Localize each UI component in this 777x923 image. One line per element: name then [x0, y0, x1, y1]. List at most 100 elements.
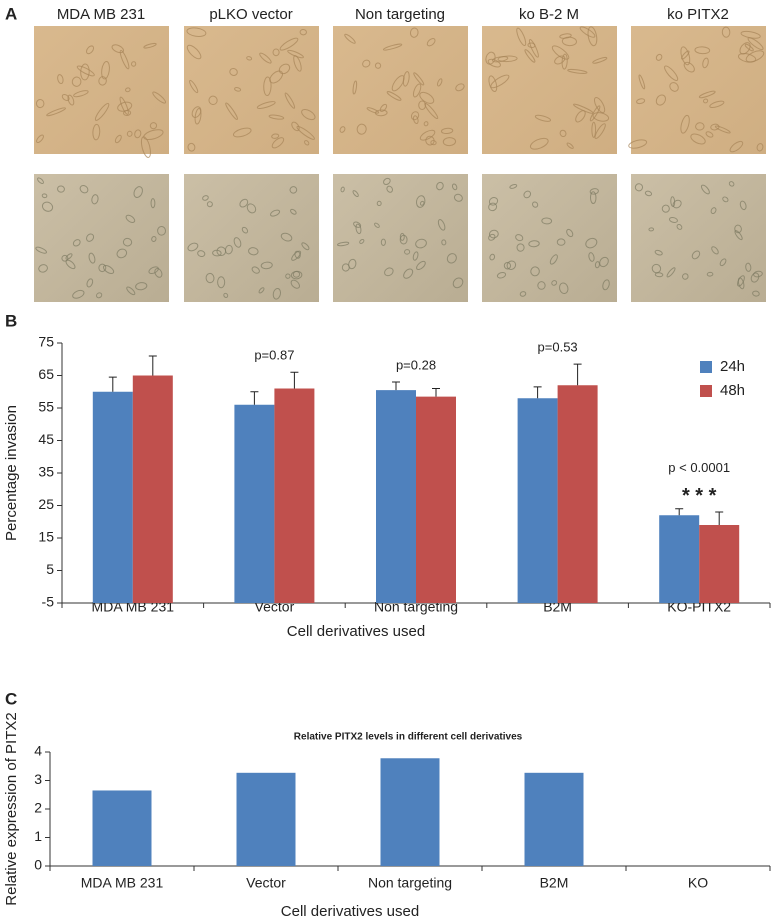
cell	[117, 101, 133, 112]
bar	[92, 790, 152, 866]
cell	[451, 183, 458, 191]
cell	[710, 123, 720, 131]
cell	[94, 102, 110, 121]
cell	[152, 91, 167, 104]
cell	[440, 127, 454, 135]
cell	[404, 249, 411, 255]
micrograph-bg	[34, 174, 169, 302]
cell	[750, 272, 760, 283]
cell	[489, 253, 496, 261]
cell	[666, 267, 676, 278]
cell	[403, 268, 414, 279]
y-tick-label: 5	[46, 561, 54, 577]
cell	[72, 239, 81, 247]
cell	[356, 123, 367, 135]
y-tick-label: 15	[38, 529, 54, 545]
cell	[353, 221, 362, 228]
cell	[409, 27, 419, 38]
cell	[157, 225, 167, 236]
cell	[223, 292, 229, 298]
cell	[703, 98, 709, 104]
cell	[224, 244, 233, 255]
cell	[376, 200, 382, 207]
cell	[80, 63, 90, 81]
y-tick-label: 0	[34, 857, 42, 873]
cell	[225, 102, 238, 120]
chart-title: Relative PITX2 levels in different cell …	[294, 732, 523, 743]
cell	[530, 266, 540, 277]
micrograph	[34, 26, 169, 158]
cell	[416, 260, 426, 271]
cell	[126, 286, 136, 296]
panel-label: C	[5, 689, 17, 708]
cell	[412, 251, 419, 261]
cell	[102, 264, 115, 275]
cell	[496, 271, 507, 279]
cell	[676, 223, 683, 230]
cell	[593, 97, 606, 114]
cell	[386, 185, 393, 193]
cell	[391, 75, 405, 92]
cell	[374, 222, 380, 228]
cell	[386, 91, 402, 101]
micrograph	[184, 26, 319, 154]
cell	[362, 59, 371, 68]
y-tick-label: 1	[34, 828, 42, 844]
panel-label: A	[5, 4, 17, 23]
error-bar	[675, 508, 684, 516]
cell	[453, 193, 463, 202]
cell	[96, 292, 103, 299]
cell	[208, 95, 218, 105]
cell	[415, 238, 427, 249]
cell	[355, 223, 362, 235]
cell	[644, 190, 653, 197]
cell	[85, 45, 95, 55]
micrograph	[482, 26, 617, 154]
error-bar	[392, 381, 400, 391]
cell	[745, 50, 765, 63]
y-tick-label: 25	[38, 496, 54, 512]
image-label: Non targeting	[355, 6, 445, 23]
cell	[588, 252, 595, 262]
bar	[416, 396, 456, 603]
error-bar	[250, 391, 259, 405]
cell	[714, 125, 731, 134]
cell	[694, 46, 711, 55]
cell	[488, 202, 498, 212]
cell	[709, 100, 725, 108]
cell	[529, 137, 549, 150]
cell	[186, 27, 207, 37]
cell	[251, 266, 260, 274]
cell	[737, 275, 745, 287]
cell	[744, 43, 754, 52]
y-axis-label: Percentage invasion	[3, 405, 20, 541]
cell	[143, 129, 164, 141]
cell	[515, 234, 524, 242]
cell	[71, 76, 82, 87]
error-bar	[108, 376, 117, 392]
cell	[246, 203, 257, 214]
x-axis-label: Cell derivatives used	[281, 903, 419, 920]
cell	[88, 252, 96, 264]
cell	[259, 52, 272, 64]
cell	[149, 122, 158, 130]
cell	[579, 26, 596, 38]
y-tick-label: 45	[38, 431, 54, 447]
cell	[719, 258, 727, 267]
micrograph-bg	[184, 26, 319, 154]
cell	[352, 80, 358, 95]
significance-stars: * * *	[682, 485, 717, 507]
annotation: p=0.53	[538, 340, 578, 355]
cell	[740, 30, 761, 39]
cell	[402, 71, 410, 87]
y-tick-label: 2	[34, 800, 42, 816]
cell	[446, 253, 457, 264]
y-tick-label: 3	[34, 771, 42, 787]
cell	[691, 250, 701, 260]
annotation: p=0.28	[396, 357, 436, 372]
cell	[698, 90, 716, 99]
cell	[366, 107, 380, 114]
cell	[239, 198, 249, 208]
cell	[636, 98, 646, 105]
